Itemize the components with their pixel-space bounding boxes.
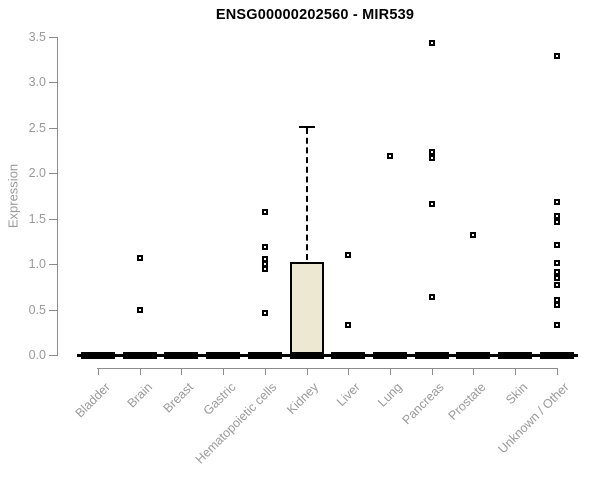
outlier-point — [553, 53, 560, 60]
x-axis-tick — [389, 368, 391, 375]
y-axis-tick — [49, 355, 57, 356]
x-tick-label: Hematopoietic cells — [193, 380, 280, 467]
outlier-point — [261, 243, 268, 250]
y-axis-tick — [49, 309, 57, 311]
y-axis-tick — [49, 127, 57, 129]
x-tick-label: Prostate — [445, 380, 489, 423]
outlier-point — [553, 274, 560, 281]
x-axis-tick — [181, 368, 183, 375]
outlier-point — [136, 254, 143, 261]
median-bar — [539, 351, 574, 359]
y-tick-label: 2.5 — [28, 120, 46, 135]
y-axis-tick — [49, 218, 57, 220]
x-axis-tick — [98, 368, 99, 375]
outlier-point — [261, 255, 268, 262]
outlier-point — [428, 149, 435, 156]
y-axis-tick — [49, 173, 57, 175]
y-axis-tick — [49, 37, 57, 38]
x-tick-label: Lung — [375, 380, 405, 410]
outlier-point — [553, 212, 560, 219]
x-tick-label: Gastric — [200, 380, 238, 418]
y-axis-tick — [49, 264, 57, 266]
outlier-point — [261, 310, 268, 317]
y-tick-label: 1.5 — [28, 211, 46, 226]
outlier-point — [553, 282, 560, 289]
y-tick-label: 3.0 — [28, 75, 46, 90]
x-axis-tick — [306, 368, 308, 375]
outlier-point — [553, 302, 560, 309]
x-axis-tick — [139, 368, 141, 375]
x-axis-tick — [515, 368, 516, 375]
outlier-point — [386, 153, 393, 160]
outlier-point — [428, 40, 435, 47]
median-bar — [372, 351, 407, 359]
outlier-point — [553, 242, 560, 249]
median-bar — [164, 351, 199, 359]
outlier-point — [553, 199, 560, 206]
outlier-point — [345, 252, 352, 259]
x-axis-tick — [223, 368, 225, 375]
y-tick-label: 2.0 — [28, 166, 46, 181]
x-axis-tick — [473, 368, 475, 375]
outlier-point — [345, 322, 352, 329]
x-tick-label: Unknown / Other — [495, 380, 572, 457]
x-tick-label: Kidney — [284, 380, 322, 417]
iqr-box — [289, 262, 324, 355]
upper-whisker — [305, 128, 308, 261]
outlier-point — [553, 296, 560, 303]
x-tick-label: Breast — [160, 380, 197, 416]
outlier-point — [428, 201, 435, 208]
outlier-point — [428, 154, 435, 161]
x-tick-label: Brain — [124, 380, 155, 411]
median-bar — [456, 351, 491, 359]
median-bar — [498, 351, 532, 359]
x-tick-label: Bladder — [72, 380, 113, 421]
y-tick-label: 1.0 — [28, 257, 46, 272]
median-bar — [122, 351, 157, 359]
outlier-point — [553, 260, 560, 267]
whisker-cap — [298, 126, 315, 129]
outlier-point — [261, 265, 268, 272]
median-bar — [414, 351, 449, 359]
outlier-point — [136, 306, 143, 313]
y-tick-label: 0.5 — [28, 302, 46, 317]
x-tick-label: Pancreas — [399, 380, 447, 428]
x-axis-tick — [348, 368, 350, 375]
median-bar — [81, 351, 115, 359]
y-tick-label: 3.5 — [28, 30, 46, 44]
outlier-point — [470, 232, 477, 239]
outlier-point — [553, 269, 560, 276]
x-axis-tick — [431, 368, 433, 375]
x-tick-label: Liver — [334, 380, 364, 410]
outlier-point — [261, 209, 268, 216]
y-axis-line — [57, 37, 58, 356]
median-bar — [289, 351, 324, 359]
x-tick-label: Skin — [502, 380, 530, 408]
x-axis-tick — [264, 368, 266, 375]
median-bar — [331, 351, 366, 359]
outlier-point — [553, 219, 560, 226]
outlier-point — [428, 293, 435, 300]
x-axis-line — [97, 368, 558, 369]
y-tick-label: 0.0 — [28, 348, 46, 362]
outlier-point — [553, 322, 560, 329]
x-axis-tick — [556, 368, 558, 375]
median-bar — [247, 351, 282, 359]
y-axis-tick — [49, 82, 57, 84]
chart-title: ENSG00000202560 - MIR539 — [215, 7, 415, 23]
median-bar — [206, 351, 241, 359]
